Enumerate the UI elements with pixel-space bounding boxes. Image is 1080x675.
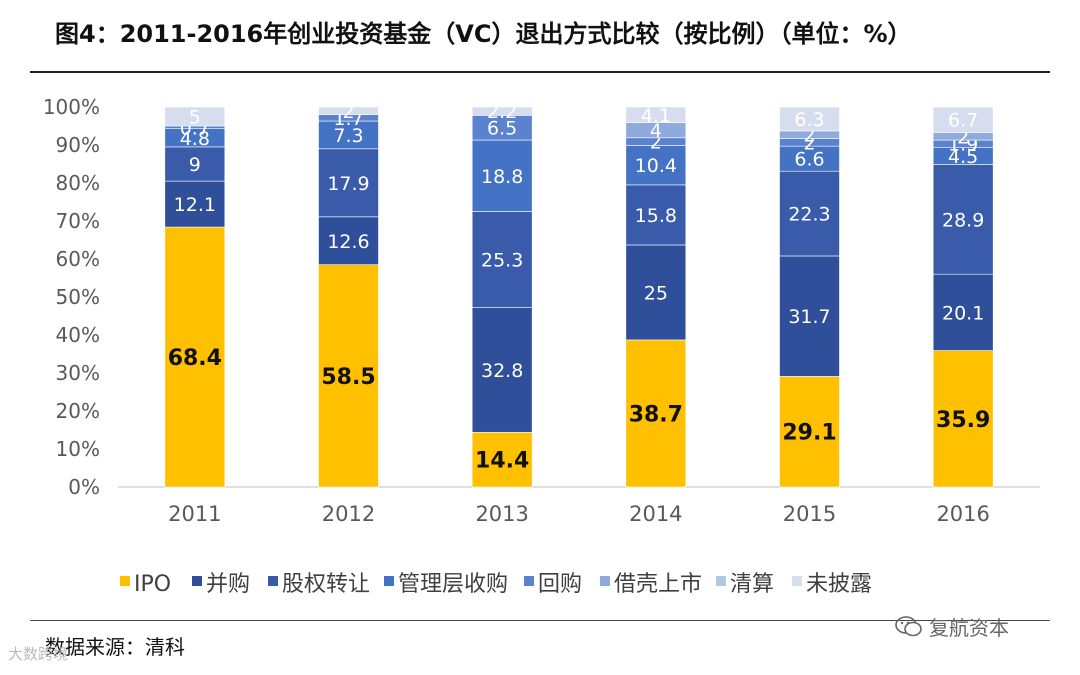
- watermark: 复航资本: [895, 612, 1009, 641]
- y-tick-label: 50%: [56, 285, 100, 309]
- source-note: 数据来源：清科: [45, 635, 185, 659]
- data-label-2012-并购: 12.6: [327, 231, 369, 253]
- legend-label-管理层收购: 管理层收购: [398, 572, 508, 597]
- bar-segment-2016-IPO: [932, 350, 994, 488]
- bar-segment-2013-未披露: [471, 106, 533, 116]
- data-label-2012-未披露: 2: [342, 101, 354, 123]
- y-tick-label: 10%: [56, 437, 100, 461]
- bar-segment-2013-管理层收购: [471, 139, 533, 212]
- legend-label-并购: 并购: [206, 572, 250, 597]
- bar-segment-2016-股权转让: [932, 164, 994, 275]
- data-label-2015-IPO: 29.1: [782, 421, 836, 446]
- y-tick-label: 90%: [56, 133, 100, 157]
- bar-segment-2013-回购: [471, 115, 533, 141]
- legend-swatch-未披露: [792, 576, 802, 586]
- watermark-text: 复航资本: [929, 616, 1009, 640]
- bar-segment-2012-未披露: [318, 106, 379, 115]
- data-label-2012-管理层收购: 7.3: [333, 125, 363, 147]
- bar-segment-2014-IPO: [625, 339, 687, 488]
- legend-label-清算: 清算: [730, 572, 774, 597]
- data-label-2015-股权转让: 22.3: [788, 204, 830, 226]
- data-label-2014-借壳上市: 4: [650, 120, 662, 142]
- data-label-2016-IPO: 35.9: [936, 408, 990, 433]
- data-label-2011-IPO: 68.4: [168, 346, 222, 371]
- bar-segment-2015-股权转让: [779, 170, 840, 257]
- bar-segment-2012-IPO: [318, 264, 379, 488]
- x-tick-label: 2014: [629, 502, 682, 526]
- x-tick-label: 2011: [168, 502, 221, 526]
- footer-rule: [30, 620, 1050, 621]
- y-tick-label: 0%: [68, 475, 100, 499]
- x-tick-label: 2016: [936, 502, 989, 526]
- legend-label-IPO: IPO: [134, 572, 171, 597]
- x-tick-label: 2012: [322, 502, 375, 526]
- data-label-2013-股权转让: 25.3: [481, 250, 523, 272]
- bar-segment-2013-股权转让: [471, 211, 533, 308]
- legend-label-股权转让: 股权转让: [282, 572, 370, 597]
- data-label-2013-未披露: 2.2: [487, 101, 517, 123]
- legend-swatch-管理层收购: [384, 576, 394, 586]
- data-label-2012-股权转让: 17.9: [327, 173, 369, 195]
- data-label-2011-管理层收购: 4.8: [180, 128, 210, 150]
- bar-segment-2013-并购: [471, 307, 533, 433]
- bar-segment-2016-并购: [932, 273, 994, 351]
- bar-segment-2015-未披露: [779, 106, 840, 132]
- data-label-2011-未披露: 5: [189, 107, 201, 129]
- wechat-icon: [895, 615, 922, 636]
- chart-title: 图4：2011-2016年创业投资基金（VC）退出方式比较（按比例）（单位：%）: [55, 20, 912, 48]
- legend-swatch-借壳上市: [600, 576, 610, 586]
- bar-segment-2011-股权转让: [164, 146, 226, 182]
- bar-segment-2012-股权转让: [318, 148, 379, 218]
- bar-segment-2011-未披露: [164, 106, 226, 127]
- legend-swatch-回购: [524, 576, 534, 586]
- watermark-left: 大数跨境: [8, 645, 69, 663]
- legend-swatch-清算: [716, 576, 726, 586]
- legend-label-未披露: 未披露: [806, 572, 872, 597]
- data-label-2011-并购: 12.1: [174, 194, 216, 216]
- x-tick-label: 2015: [783, 502, 836, 526]
- data-label-2015-并购: 31.7: [788, 306, 830, 328]
- bar-segment-2014-股权转让: [625, 184, 687, 246]
- data-label-2016-股权转让: 28.9: [942, 209, 984, 231]
- y-tick-label: 60%: [56, 247, 100, 271]
- data-label-2013-IPO: 14.4: [475, 449, 529, 474]
- y-tick-label: 70%: [56, 209, 100, 233]
- data-label-2015-管理层收购: 6.6: [794, 149, 824, 171]
- data-label-2016-未披露: 6.7: [948, 110, 978, 132]
- legend-swatch-IPO: [120, 576, 130, 586]
- bar-segment-2012-管理层收购: [318, 120, 379, 150]
- y-tick-label: 100%: [43, 95, 100, 119]
- y-tick-label: 80%: [56, 171, 100, 195]
- legend-swatch-并购: [192, 576, 202, 586]
- data-label-2013-回购: 6.5: [487, 118, 517, 140]
- data-label-2013-管理层收购: 18.8: [481, 166, 523, 188]
- title-rule: [30, 71, 1050, 73]
- y-tick-label: 20%: [56, 399, 100, 423]
- legend-label-回购: 回购: [538, 572, 582, 597]
- bar-segment-2014-并购: [625, 244, 687, 341]
- legend-label-借壳上市: 借壳上市: [614, 572, 702, 597]
- data-label-2011-股权转让: 9: [189, 154, 201, 176]
- data-label-2014-管理层收购: 10.4: [635, 155, 677, 177]
- data-label-2016-并购: 20.1: [942, 302, 984, 324]
- data-label-2015-未披露: 6.3: [794, 109, 824, 131]
- x-tick-label: 2013: [475, 502, 528, 526]
- data-label-2014-股权转让: 15.8: [635, 205, 677, 227]
- legend-swatch-股权转让: [268, 576, 278, 586]
- data-label-2016-管理层收购: 4.5: [948, 146, 978, 168]
- y-tick-label: 40%: [56, 323, 100, 347]
- y-tick-label: 30%: [56, 361, 100, 385]
- bar-segment-2016-未披露: [932, 106, 994, 133]
- data-label-2014-未披露: 4.1: [641, 105, 671, 127]
- data-label-2012-IPO: 58.5: [321, 365, 375, 390]
- data-label-2014-并购: 25: [644, 282, 668, 304]
- bar-segment-2015-并购: [779, 255, 840, 377]
- data-label-2013-并购: 32.8: [481, 360, 523, 382]
- bar-segment-2014-管理层收购: [625, 145, 687, 186]
- bar-segment-2014-未披露: [625, 106, 687, 123]
- data-label-2014-IPO: 38.7: [629, 402, 683, 427]
- bar-segment-2011-IPO: [164, 226, 226, 488]
